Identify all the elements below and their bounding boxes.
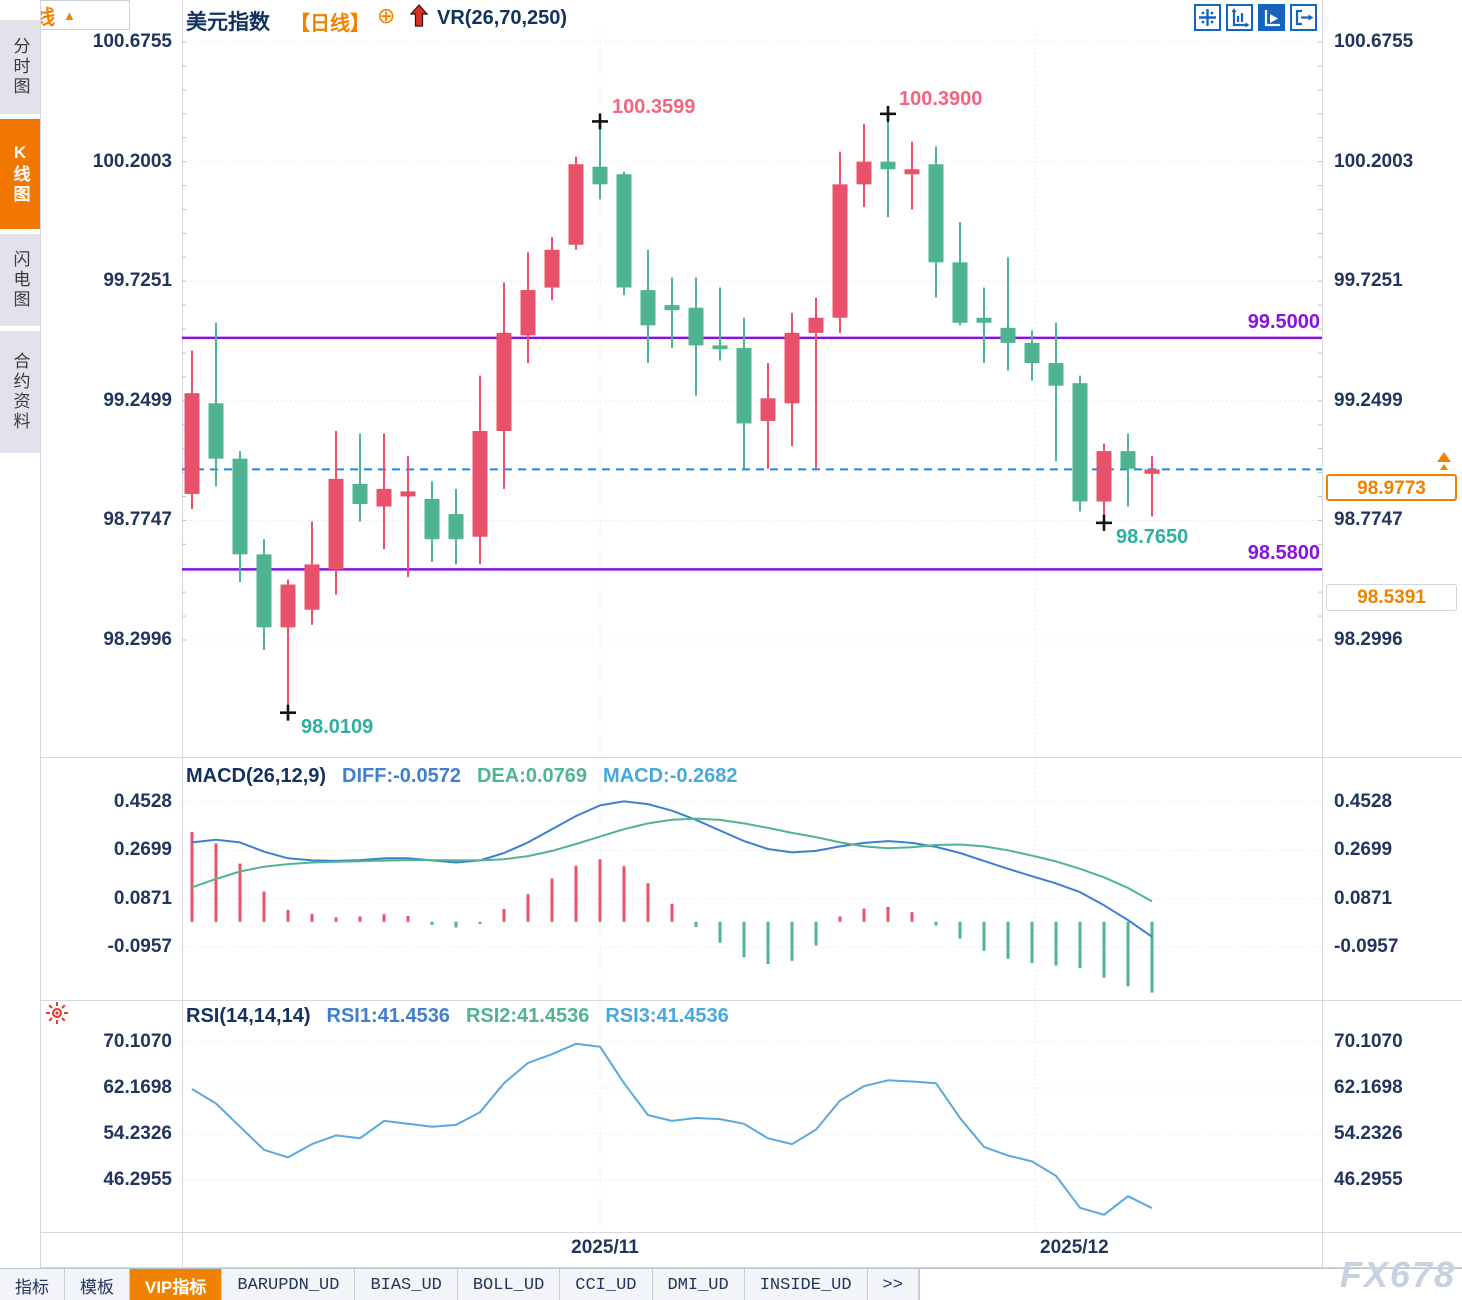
trend-up-arrow-icon — [408, 3, 430, 34]
high-annotation-2: 100.3900 — [899, 88, 983, 110]
price-up-arrow-small-icon — [1440, 464, 1448, 470]
y-axis-label: 0.2699 — [113, 839, 172, 861]
macd-diff-value: DIFF:-0.0572 — [342, 765, 461, 787]
resistance-level-label: 99.5000 — [1247, 311, 1320, 333]
y-axis-label: 0.4528 — [1334, 791, 1393, 812]
tab-barupdn[interactable]: BARUPDN_UD — [222, 1269, 356, 1300]
tab-template[interactable]: 模板 — [65, 1269, 130, 1300]
macd-macd-value: MACD:-0.2682 — [603, 765, 738, 787]
y-axis-label: 0.0871 — [1334, 887, 1393, 909]
period-tag: 【日线】 — [290, 13, 370, 35]
tab-vip-indicator[interactable]: VIP指标 — [130, 1269, 223, 1300]
y-axis-label: 100.2003 — [92, 150, 172, 172]
tab-cci[interactable]: CCI_UD — [560, 1269, 653, 1300]
tab-dmi[interactable]: DMI_UD — [653, 1269, 745, 1300]
y-axis-label: 0.2699 — [1334, 839, 1393, 861]
y-axis-label: 99.7251 — [103, 270, 172, 292]
sidebar-item-flash-chart[interactable]: 闪电图 — [0, 234, 40, 326]
symbol-title: 美元指数 — [186, 11, 270, 34]
tab-more[interactable]: >> — [868, 1269, 919, 1300]
y-axis-label: 62.1698 — [103, 1077, 172, 1098]
add-indicator-icon[interactable]: ⊕ — [377, 3, 396, 28]
y-axis-label: 99.2499 — [1334, 389, 1403, 411]
y-axis-label: 98.7747 — [1334, 509, 1403, 531]
watermark: FX678 — [1339, 1254, 1456, 1295]
move-crosshair-icon[interactable] — [1194, 4, 1221, 31]
y-axis-label: 0.0871 — [113, 887, 172, 909]
low-annotation-2: 98.7650 — [1116, 526, 1189, 548]
price-up-arrow-icon — [1437, 452, 1451, 462]
y-axis-label: 46.2955 — [1334, 1169, 1403, 1190]
y-axis-label: 98.2996 — [103, 629, 172, 650]
sidebar-item-time-chart[interactable]: 分时图 — [0, 20, 40, 114]
rsi3-value: RSI3:41.4536 — [605, 1005, 729, 1027]
y-axis-label: -0.0957 — [107, 936, 172, 958]
macd-title-row: MACD(26,12,9) DIFF:-0.0572 DEA:0.0769 MA… — [186, 765, 738, 788]
sun-indicator-icon[interactable] — [44, 1000, 70, 1031]
y-axis-label: 62.1698 — [1334, 1077, 1403, 1098]
y-axis-label: 100.6755 — [92, 31, 172, 52]
rsi1-value: RSI1:41.4536 — [326, 1005, 450, 1027]
tab-inside[interactable]: INSIDE_UD — [745, 1269, 868, 1300]
auto-scale-icon[interactable] — [1258, 4, 1285, 31]
support-level-label: 98.5800 — [1247, 542, 1320, 564]
sidebar: 分时图 K线图闪电图合约资料 — [0, 0, 41, 1268]
sidebar-item-contract-info[interactable]: 合约资料 — [0, 331, 40, 453]
y-axis-label: 98.2996 — [1334, 629, 1403, 650]
y-axis-label: 54.2326 — [1334, 1123, 1403, 1144]
low-annotation-1: 98.0109 — [301, 716, 374, 738]
rsi-title: RSI(14,14,14) — [186, 1005, 311, 1027]
y-axis-label: 98.7747 — [103, 509, 172, 531]
y-axis-label: -0.0957 — [1334, 936, 1399, 958]
y-axis-label: 70.1070 — [103, 1031, 172, 1052]
secondary-price-box: 98.5391 — [1326, 584, 1457, 611]
y-axis-label: 70.1070 — [1334, 1031, 1403, 1052]
high-annotation-1: 100.3599 — [612, 96, 696, 118]
x-axis-date-label: 2025/12 — [1040, 1237, 1109, 1258]
rsi2-value: RSI2:41.4536 — [465, 1005, 590, 1027]
chevron-up-icon: ▲ — [63, 7, 76, 23]
sidebar-item-kline-chart[interactable]: K线图 — [0, 119, 40, 229]
y-axis-label: 0.4528 — [113, 791, 172, 812]
y-axis-label: 100.2003 — [1334, 150, 1414, 172]
tab-indicator[interactable]: 指标 — [0, 1269, 65, 1300]
axis-scale-icon[interactable] — [1226, 4, 1253, 31]
x-axis-date-label: 2025/11 — [571, 1237, 639, 1258]
y-axis-label: 99.7251 — [1334, 270, 1403, 292]
y-axis-label: 54.2326 — [103, 1123, 172, 1144]
macd-title: MACD(26,12,9) — [186, 765, 327, 787]
tab-bar-empty-area — [918, 1269, 1462, 1300]
rsi-title-row: RSI(14,14,14) RSI1:41.4536 RSI2:41.4536 … — [186, 1005, 729, 1028]
current-price-box: 98.9773 — [1326, 474, 1457, 501]
tab-bias[interactable]: BIAS_UD — [355, 1269, 458, 1300]
y-axis-label: 100.6755 — [1334, 31, 1414, 52]
y-axis-label: 99.2499 — [103, 389, 172, 411]
y-axis-label: 46.2955 — [103, 1169, 172, 1190]
tab-boll[interactable]: BOLL_UD — [458, 1269, 561, 1300]
exit-right-icon[interactable] — [1290, 4, 1317, 31]
indicator-label: VR(26,70,250) — [437, 7, 568, 29]
macd-dea-value: DEA:0.0769 — [476, 765, 588, 787]
indicator-tab-bar: 指标 模板 VIP指标 BARUPDN_UD BIAS_UD BOLL_UD CCI_UD D… — [0, 1268, 1462, 1300]
